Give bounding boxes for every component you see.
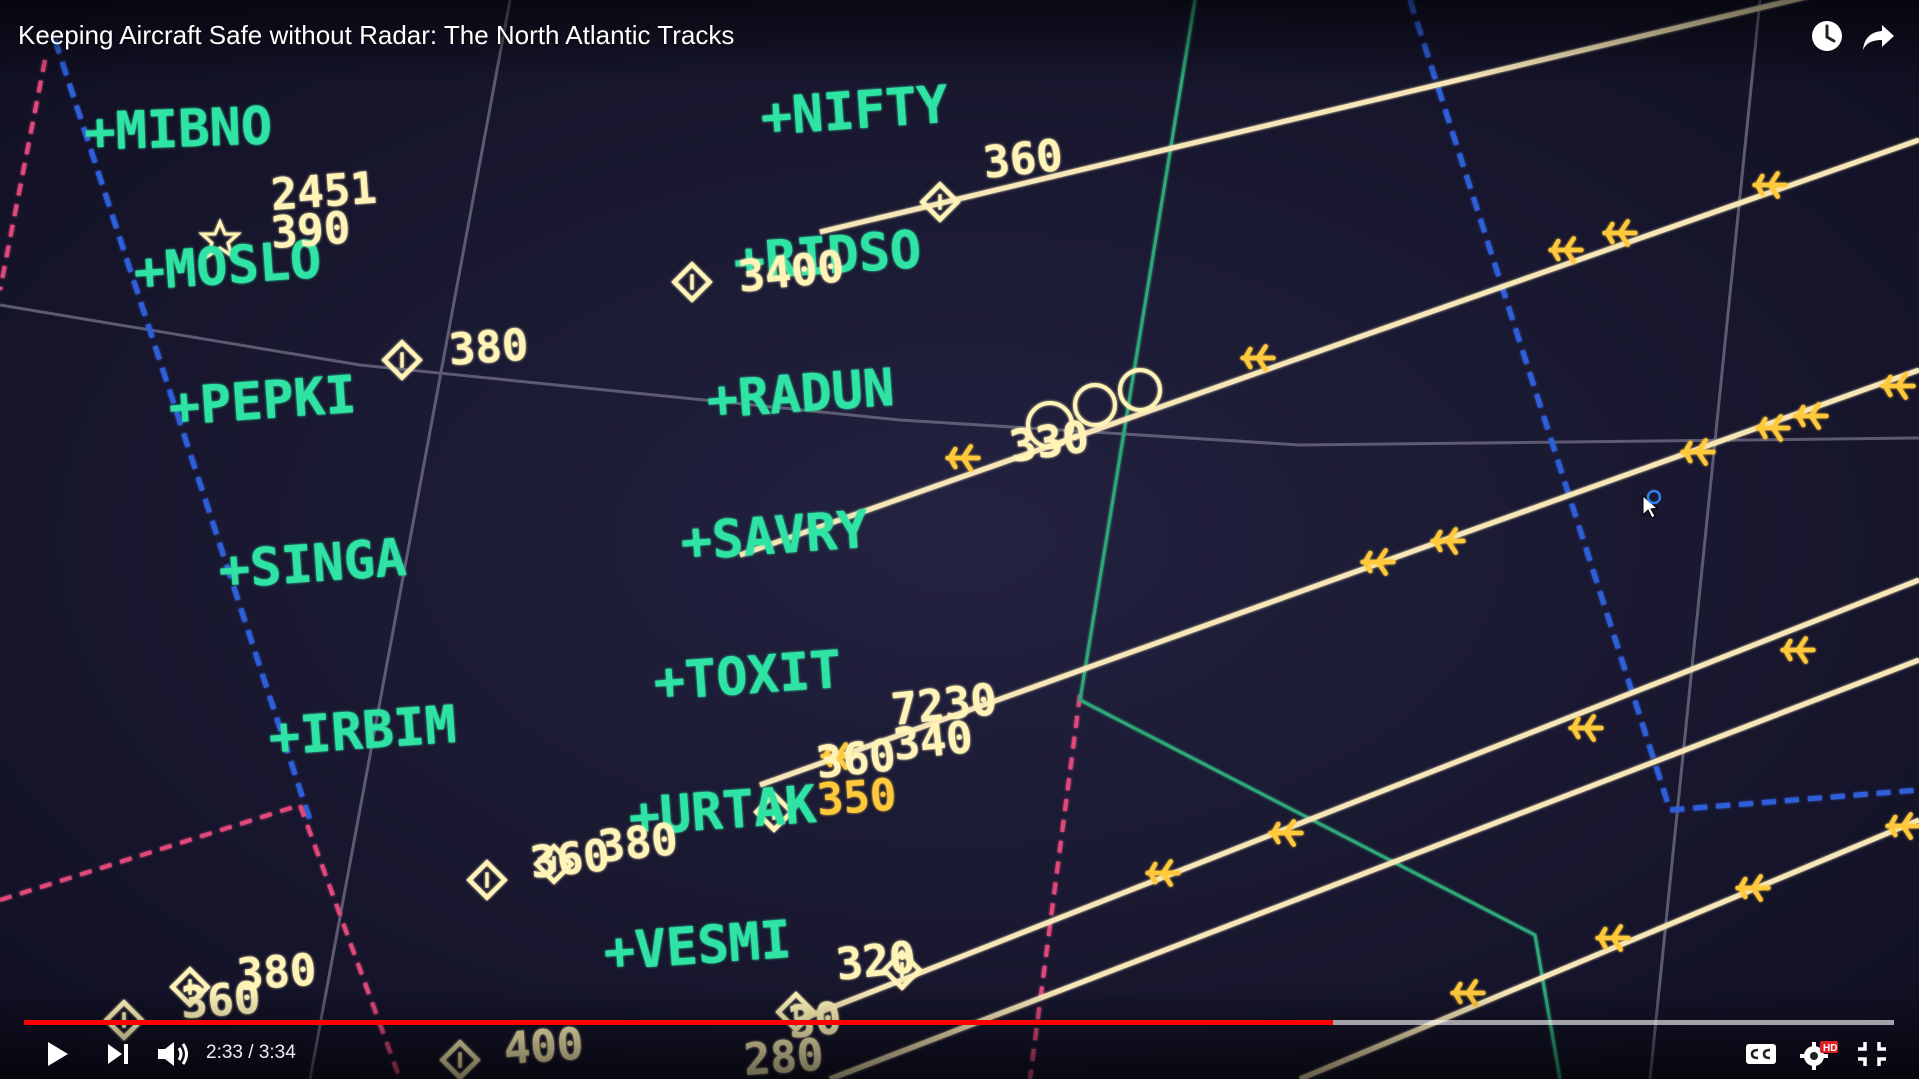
duration: 3:34 xyxy=(258,1042,296,1063)
aircraft-label: 7230 xyxy=(889,674,1000,736)
next-button[interactable] xyxy=(98,1036,142,1072)
current-time: 2:33 xyxy=(206,1042,243,1063)
mouse-cursor-icon xyxy=(1642,489,1662,519)
boundary-blue-right xyxy=(1407,0,1919,813)
aircraft-label: 360 xyxy=(981,130,1065,189)
aircraft-label: 360 xyxy=(528,830,612,889)
waypoint-label: +SINGA xyxy=(217,528,409,601)
waypoint-label: +SAVRY xyxy=(679,500,871,573)
track-line-3 xyxy=(759,367,1919,788)
track-line-2 xyxy=(739,137,1919,558)
boundary-green-meridian xyxy=(1078,0,1197,701)
grid-line-meridian-2 xyxy=(1648,0,1762,1079)
waypoint-label: +RIDSO xyxy=(732,220,924,293)
captions-button[interactable] xyxy=(1740,1036,1784,1072)
aircraft-label: 390 xyxy=(269,203,352,259)
aircraft-label: 2451 xyxy=(269,163,378,221)
aircraft-label: 340 xyxy=(891,712,975,771)
watch-later-icon[interactable] xyxy=(1808,17,1846,55)
captions-icon xyxy=(1746,1044,1776,1064)
aircraft-label: 3400 xyxy=(736,241,847,303)
svg-text:HD: HD xyxy=(1823,1043,1837,1054)
exit-fullscreen-button[interactable] xyxy=(1850,1036,1894,1072)
aircraft-cluster xyxy=(1026,368,1162,449)
boundary-red-1 xyxy=(0,59,47,291)
next-icon xyxy=(108,1044,128,1064)
player-controls-bar xyxy=(0,990,1919,1079)
cluster-ring xyxy=(1026,401,1074,449)
waypoint-label: +TOXIT xyxy=(652,640,844,713)
fir-boundaries-blue xyxy=(52,0,1919,821)
track-line-4 xyxy=(799,577,1919,1023)
player-title-bar: Keeping Aircraft Safe without Radar: The… xyxy=(0,0,1919,80)
waypoint-labels: +MIBNO +MOSLO +PEPKI +SINGA +IRBIM +NIFT… xyxy=(83,75,951,983)
aircraft-label: 380 xyxy=(596,814,680,873)
grid-line-meridian-1 xyxy=(308,0,512,1079)
share-icon[interactable] xyxy=(1860,17,1898,55)
aircraft-label: 350 xyxy=(815,770,898,826)
aircraft-label: 360 xyxy=(814,730,898,789)
aircraft-label: 380 xyxy=(447,320,530,376)
time-display: 2:33 / 3:34 xyxy=(206,1042,296,1064)
aircraft-label: 320 xyxy=(834,932,918,991)
waypoint-label: +MIBNO xyxy=(83,96,273,163)
grid-line-parallel xyxy=(0,303,1919,447)
boundary-red-2 xyxy=(0,802,402,1079)
settings-hd-icon: HD xyxy=(1800,1041,1838,1070)
waypoint-label: +URTAK xyxy=(627,775,819,848)
progress-played xyxy=(24,1020,1333,1025)
cluster-ring xyxy=(1073,383,1117,427)
volume-button[interactable] xyxy=(152,1036,196,1072)
time-separator: / xyxy=(242,1042,259,1063)
progress-bar[interactable] xyxy=(24,1020,1894,1025)
cluster-ring xyxy=(1118,368,1162,412)
play-button[interactable] xyxy=(36,1036,80,1072)
play-icon xyxy=(48,1042,68,1066)
aircraft-label: 330 xyxy=(1006,411,1092,473)
waypoint-label: +NIFTY xyxy=(759,75,951,148)
waypoint-label: +PEPKI xyxy=(167,365,359,438)
settings-button[interactable]: HD xyxy=(1796,1036,1840,1072)
waypoint-label: +VESMI xyxy=(602,910,794,983)
waypoint-label: +RADUN xyxy=(705,358,897,431)
waypoint-label: +MOSLO xyxy=(132,230,324,303)
exit-fullscreen-icon xyxy=(1858,1042,1886,1066)
waypoint-label: +IRBIM xyxy=(267,695,459,768)
video-title[interactable]: Keeping Aircraft Safe without Radar: The… xyxy=(18,20,735,50)
volume-icon xyxy=(158,1042,188,1066)
